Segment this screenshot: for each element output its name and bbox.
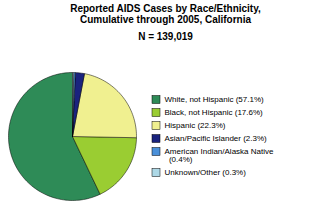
svg-text:Hispanic (22.3%): Hispanic (22.3%): [165, 121, 226, 130]
svg-text:Unknown/Other (0.3%): Unknown/Other (0.3%): [165, 168, 247, 177]
svg-text:Asian/Pacific Islander (2.3%): Asian/Pacific Islander (2.3%): [165, 134, 268, 143]
svg-text:Black, not Hispanic (17.6%): Black, not Hispanic (17.6%): [165, 108, 264, 117]
svg-text:American Indian/Alaska Native: American Indian/Alaska Native (0.4%): [165, 147, 274, 164]
svg-text:White, not Hispanic (57.1%): White, not Hispanic (57.1%): [165, 95, 264, 104]
svg-text:Reported AIDS Cases by Race/Et: Reported AIDS Cases by Race/Ethnicity,Cu…: [70, 3, 261, 25]
svg-text:N = 139,019: N = 139,019: [138, 31, 193, 42]
